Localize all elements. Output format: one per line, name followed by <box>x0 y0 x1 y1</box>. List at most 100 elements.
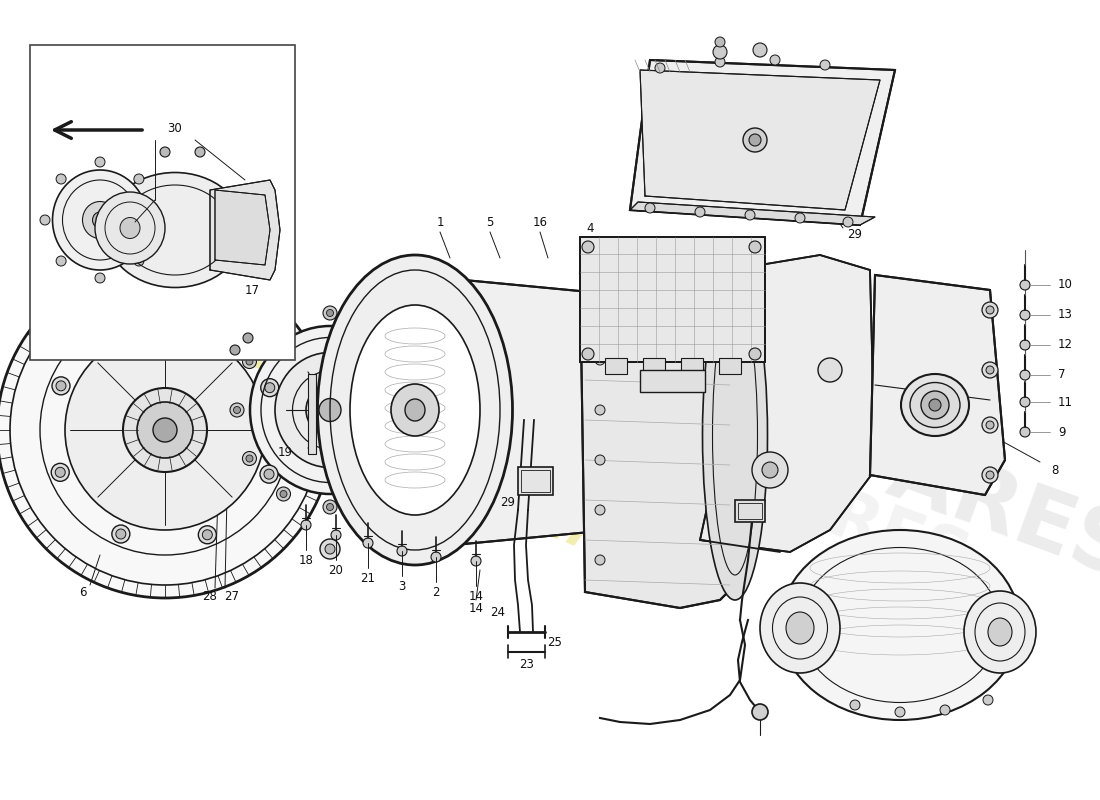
Circle shape <box>323 500 337 514</box>
Circle shape <box>195 147 205 157</box>
Circle shape <box>752 704 768 720</box>
Circle shape <box>230 403 244 417</box>
Text: 19: 19 <box>277 446 293 458</box>
Circle shape <box>416 403 430 417</box>
Text: 10: 10 <box>1058 278 1072 291</box>
Text: 20: 20 <box>329 563 343 577</box>
Text: 27: 27 <box>224 590 240 602</box>
Ellipse shape <box>319 398 341 422</box>
Circle shape <box>582 348 594 360</box>
Circle shape <box>265 382 275 393</box>
Ellipse shape <box>318 255 513 565</box>
Ellipse shape <box>901 374 969 436</box>
Ellipse shape <box>910 382 960 427</box>
Circle shape <box>0 262 333 598</box>
Text: 29: 29 <box>847 229 862 242</box>
Polygon shape <box>630 60 895 225</box>
Bar <box>640 370 705 392</box>
Circle shape <box>742 128 767 152</box>
Circle shape <box>940 705 950 715</box>
Polygon shape <box>870 275 1005 495</box>
Ellipse shape <box>95 192 165 264</box>
Circle shape <box>595 505 605 515</box>
Circle shape <box>431 552 441 562</box>
Circle shape <box>301 520 311 530</box>
Circle shape <box>233 406 241 414</box>
Text: a passion for: a passion for <box>244 325 616 535</box>
Text: 14: 14 <box>469 602 484 614</box>
Circle shape <box>205 321 214 331</box>
Circle shape <box>715 37 725 47</box>
Circle shape <box>331 530 341 540</box>
Circle shape <box>762 462 778 478</box>
Circle shape <box>818 358 842 382</box>
Circle shape <box>595 405 605 415</box>
Circle shape <box>327 310 333 317</box>
Polygon shape <box>630 202 874 225</box>
Circle shape <box>1020 370 1030 380</box>
Circle shape <box>850 700 860 710</box>
Circle shape <box>982 362 998 378</box>
Circle shape <box>206 330 225 350</box>
Circle shape <box>930 399 940 411</box>
Text: ARES: ARES <box>771 466 979 594</box>
Text: EUROSPARES: EUROSPARES <box>516 302 1100 598</box>
Circle shape <box>715 57 725 67</box>
Circle shape <box>113 316 132 334</box>
Circle shape <box>754 43 767 57</box>
Circle shape <box>986 471 994 479</box>
Circle shape <box>327 503 333 510</box>
Circle shape <box>118 320 128 330</box>
Circle shape <box>1020 427 1030 437</box>
Bar <box>308 374 316 454</box>
Circle shape <box>246 358 253 365</box>
Bar <box>735 500 764 522</box>
Text: 5: 5 <box>486 215 494 229</box>
Circle shape <box>370 319 384 333</box>
Ellipse shape <box>120 218 140 238</box>
Ellipse shape <box>306 385 354 435</box>
Circle shape <box>230 345 240 355</box>
Text: 17: 17 <box>244 283 260 297</box>
Circle shape <box>56 381 66 391</box>
Text: 25: 25 <box>548 635 562 649</box>
Circle shape <box>770 55 780 65</box>
Circle shape <box>200 317 218 335</box>
Ellipse shape <box>82 202 118 238</box>
Text: spare parts: spare parts <box>324 394 656 586</box>
Circle shape <box>323 306 337 320</box>
Circle shape <box>1020 397 1030 407</box>
Text: 11: 11 <box>1058 395 1072 409</box>
Circle shape <box>95 273 104 283</box>
Circle shape <box>373 322 380 330</box>
Bar <box>605 358 627 374</box>
Circle shape <box>264 469 274 479</box>
Polygon shape <box>640 70 880 210</box>
Bar <box>681 358 703 374</box>
Text: 16: 16 <box>532 215 548 229</box>
Circle shape <box>986 421 994 429</box>
Circle shape <box>116 529 125 539</box>
Circle shape <box>595 355 605 365</box>
Circle shape <box>843 217 852 227</box>
Bar <box>518 467 553 495</box>
Ellipse shape <box>250 326 410 494</box>
Text: 8: 8 <box>1052 463 1058 477</box>
Ellipse shape <box>390 384 439 436</box>
Circle shape <box>434 330 454 350</box>
Circle shape <box>260 465 278 483</box>
Circle shape <box>695 207 705 217</box>
Circle shape <box>582 241 594 253</box>
Circle shape <box>153 418 177 442</box>
Text: 28: 28 <box>202 590 218 602</box>
Circle shape <box>242 354 256 369</box>
Ellipse shape <box>760 583 840 673</box>
Polygon shape <box>214 190 270 265</box>
Ellipse shape <box>964 591 1036 673</box>
Circle shape <box>404 354 418 369</box>
Circle shape <box>397 546 407 556</box>
Circle shape <box>419 406 427 414</box>
Circle shape <box>55 467 65 478</box>
Ellipse shape <box>786 612 814 644</box>
Circle shape <box>370 487 384 501</box>
